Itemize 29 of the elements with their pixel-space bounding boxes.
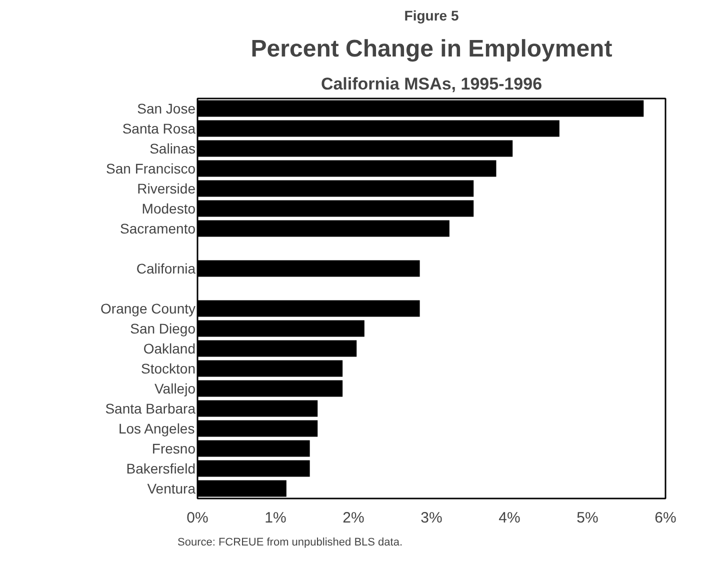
x-tick-label: 2% — [342, 510, 364, 526]
y-tick-label: Fresno — [152, 440, 196, 456]
x-tick-label: 1% — [264, 510, 286, 526]
y-tick-label: Stockton — [141, 360, 196, 376]
y-tick-label: Modesto — [142, 200, 196, 216]
y-tick-label: Santa Rosa — [122, 120, 196, 136]
y-tick-label: Santa Barbara — [105, 400, 196, 416]
x-tick-label: 5% — [576, 510, 598, 526]
y-tick-label: Ventura — [147, 480, 196, 496]
y-tick-label: California — [136, 260, 196, 276]
x-tick-label: 4% — [498, 510, 520, 526]
y-tick-label: San Diego — [130, 320, 196, 336]
y-tick-label: Sacramento — [120, 220, 196, 236]
y-tick-label: Oakland — [143, 340, 196, 356]
y-tick-label: Orange County — [100, 300, 196, 316]
y-tick-label: San Francisco — [106, 160, 196, 176]
source-note: Source: FCREUE from unpublished BLS data. — [178, 536, 403, 548]
caption: Figure 5 — [404, 8, 459, 24]
y-tick-label: Riverside — [137, 180, 196, 196]
chart-title: Percent Change in Employment — [250, 36, 612, 62]
y-tick-label: San Jose — [137, 100, 196, 116]
y-tick-label: Vallejo — [154, 380, 196, 396]
y-tick-label: Los Angeles — [118, 420, 195, 436]
y-tick-label: Salinas — [150, 140, 196, 156]
x-tick-label: 0% — [186, 510, 208, 526]
x-tick-label: 6% — [654, 510, 676, 526]
chart-subtitle: California MSAs, 1995-1996 — [320, 74, 542, 94]
x-tick-label: 3% — [420, 510, 442, 526]
y-tick-label: Bakersfield — [126, 460, 196, 476]
